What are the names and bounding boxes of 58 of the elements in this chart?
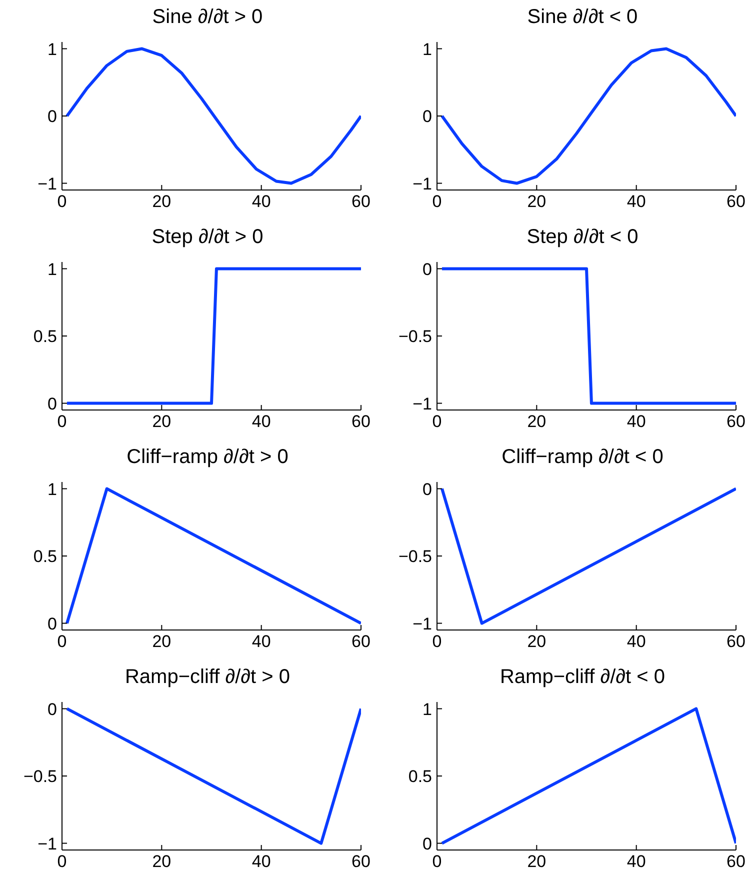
x-tick-label: 40: [626, 412, 646, 432]
y-tick-label: 0: [422, 107, 432, 126]
x-tick-label: 40: [252, 632, 271, 652]
x-tick-label: 20: [152, 192, 172, 212]
x-tick-label: 40: [626, 192, 646, 212]
x-tick-label: 20: [152, 632, 172, 652]
x-tick-label: 60: [726, 412, 746, 432]
y-tick-label: 1: [48, 480, 57, 499]
y-tick-label: 0: [48, 394, 57, 414]
y-tick-label: 1: [422, 700, 432, 719]
chart-title: Sine ∂/∂t < 0: [526, 5, 639, 30]
x-tick-label: 40: [252, 192, 271, 212]
y-tick-label: 0.5: [33, 327, 57, 346]
y-tick-label: 0: [422, 834, 432, 854]
x-tick-label: 20: [152, 412, 172, 432]
y-tick-label: −0.5: [23, 767, 57, 786]
y-tick-label: 0: [48, 614, 57, 634]
x-tick-label: 60: [726, 852, 746, 872]
y-tick-label: −1: [412, 174, 432, 194]
x-tick-label: 40: [252, 412, 271, 432]
y-tick-label: −1: [38, 834, 57, 854]
y-tick-label: 0.5: [408, 767, 432, 786]
x-tick-label: 20: [527, 412, 546, 432]
x-tick-label: 60: [352, 632, 370, 652]
chart-title: Cliff−ramp ∂/∂t > 0: [126, 445, 290, 470]
x-tick-label: 60: [726, 632, 746, 652]
y-tick-label: −1: [412, 614, 432, 634]
x-tick-label: 60: [352, 412, 370, 432]
chart-title: Cliff−ramp ∂/∂t < 0: [500, 445, 664, 470]
y-tick-label: −1: [38, 174, 57, 194]
chart-title: Step ∂/∂t > 0: [150, 225, 264, 250]
y-tick-label: 0: [422, 260, 432, 279]
y-tick-label: 0: [422, 480, 432, 499]
y-tick-label: 0.5: [33, 547, 57, 566]
x-tick-label: 60: [352, 852, 370, 872]
x-tick-label: 40: [626, 852, 646, 872]
x-tick-label: 40: [626, 632, 646, 652]
y-tick-label: 0: [48, 107, 57, 126]
line-series: [65, 47, 361, 185]
y-tick-label: −0.5: [398, 547, 432, 566]
line-series: [440, 47, 736, 185]
x-tick-label: 60: [726, 192, 746, 212]
x-tick-label: 60: [352, 192, 370, 212]
y-tick-label: −1: [412, 394, 432, 414]
x-tick-label: 20: [527, 852, 546, 872]
y-tick-label: 1: [48, 40, 57, 59]
chart-title: Sine ∂/∂t > 0: [151, 5, 264, 30]
y-tick-label: 1: [48, 260, 57, 279]
x-tick-label: 20: [152, 852, 172, 872]
y-tick-label: 0: [48, 700, 57, 719]
chart-title: Step ∂/∂t < 0: [526, 225, 640, 250]
chart-title: Ramp−cliff ∂/∂t > 0: [124, 665, 292, 690]
chart-title: Ramp−cliff ∂/∂t < 0: [498, 665, 666, 690]
x-tick-label: 20: [527, 632, 546, 652]
x-tick-label: 40: [252, 852, 271, 872]
y-tick-label: 1: [422, 40, 432, 59]
y-tick-label: −0.5: [398, 327, 432, 346]
x-tick-label: 20: [527, 192, 546, 212]
